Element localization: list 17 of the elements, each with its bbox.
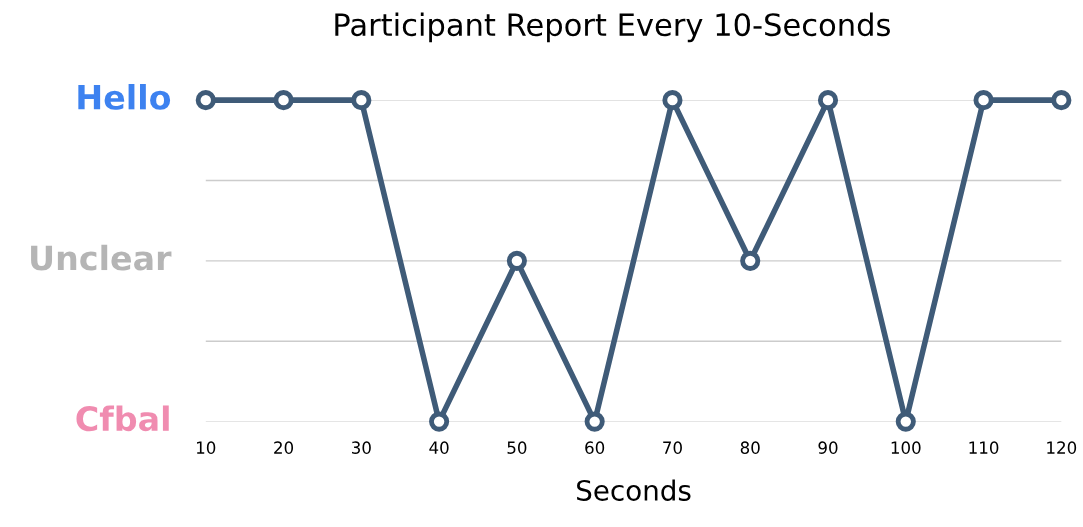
x-axis-title: Seconds: [577, 479, 691, 501]
x-tick-label: 50: [507, 441, 527, 454]
x-tick-label: 70: [663, 441, 682, 454]
x-tick-label: 100: [891, 441, 921, 454]
x-tick-label: 20: [274, 441, 294, 454]
x-tick-label: 60: [585, 441, 605, 454]
ref-line-label: Cfbal: [76, 405, 169, 432]
ref-line-label: Unclear: [31, 244, 172, 271]
x-tick-label: 110: [969, 441, 999, 454]
x-tick-label: 10: [197, 441, 216, 454]
x-tick-label: 80: [740, 441, 760, 454]
chart-title: Participant Report Every 10-Seconds: [335, 12, 890, 43]
x-tick-label: 30: [351, 441, 371, 454]
x-tick-label: 90: [818, 441, 838, 454]
x-tick-label: 40: [429, 441, 449, 454]
ref-line-label: Hello: [78, 84, 171, 110]
x-tick-label: 120: [1047, 441, 1077, 454]
